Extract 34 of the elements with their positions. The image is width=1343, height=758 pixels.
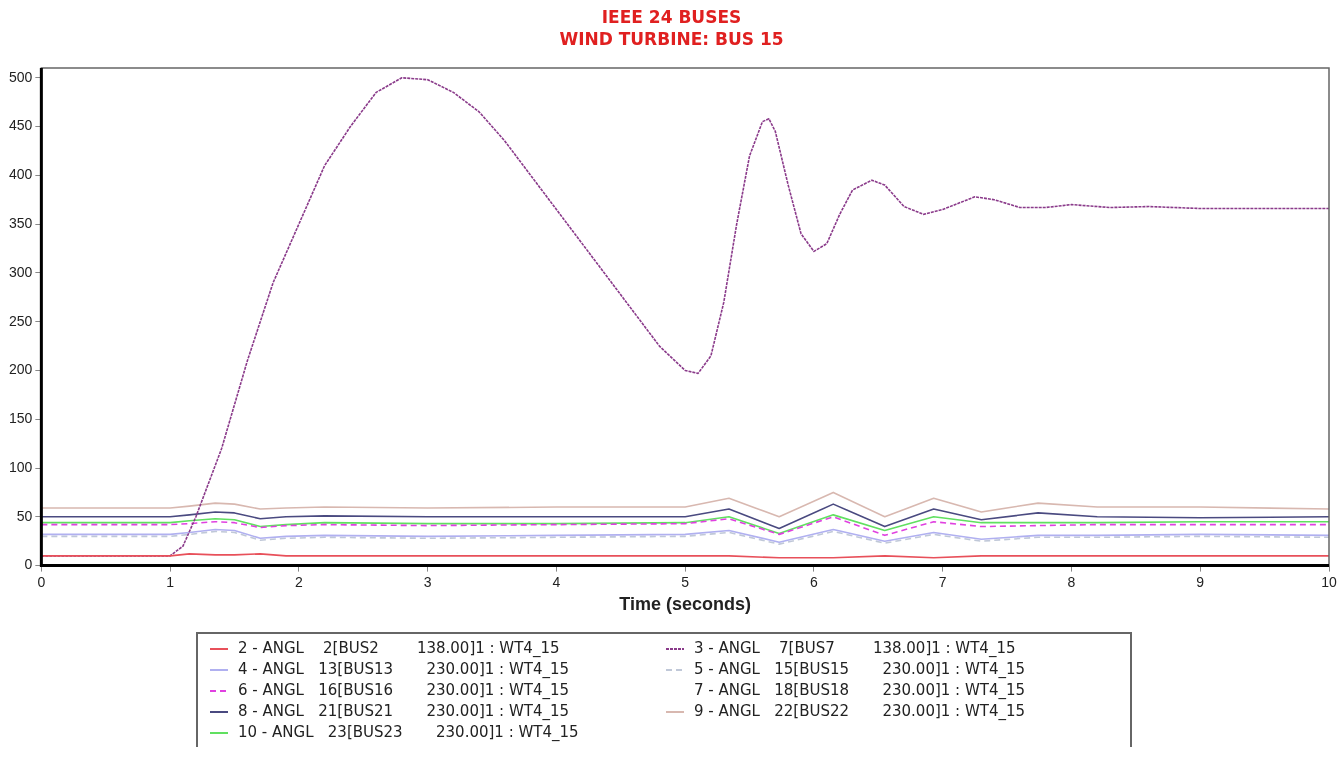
y-tick-label: 0 [24,556,33,573]
legend-label: 10 - ANGL 23[BUS23 230.00]1 : WT4_15 [238,722,579,743]
text: 7 - ANGL 18[BUS18 230.00]1 : WT4_15 [694,680,1026,701]
legend-label: 5 - ANGL 15[BUS15 230.00]1 : WT4_15 [694,659,1026,680]
x-tick-label: 7 [938,573,947,590]
legend-label: 8 - ANGL 21[BUS21 230.00]1 : WT4_15 [238,701,570,722]
x-tick-label: 9 [1196,573,1205,590]
x-tick-label: 3 [423,573,432,590]
y-tick-label: 50 [16,507,33,524]
x-tick-label: 2 [294,573,303,590]
legend-label: 9 - ANGL 22[BUS22 230.00]1 : WT4_15 [694,701,1026,722]
x-tick-label: 6 [810,573,819,590]
legend-label: 2 - ANGL 2[BUS2 138.00]1 : WT4_15 [238,638,560,659]
legend-label: 3 - ANGL 7[BUS7 138.00]1 : WT4_15 [694,638,1016,659]
x-tick-label: 8 [1067,573,1076,590]
x-tick-label: 1 [166,573,175,590]
chart-subtitle: WIND TURBINE: BUS 15 [558,28,785,50]
x-tick-label: 4 [552,573,561,590]
y-tick-label: 350 [9,214,33,231]
y-tick-label: 500 [9,68,33,85]
legend-label: 4 - ANGL 13[BUS13 230.00]1 : WT4_15 [238,659,570,680]
x-tick-label: 10 [1321,573,1337,590]
y-tick-label: 150 [9,410,33,427]
y-tick-label: 300 [9,263,33,280]
y-tick-label: 400 [9,166,33,183]
x-tick-label: 5 [681,573,690,590]
chart-title: IEEE 24 BUSES [600,6,743,28]
legend-label: 6 - ANGL 16[BUS16 230.00]1 : WT4_15 [238,680,570,701]
x-tick-label: 0 [37,573,46,590]
y-tick-label: 200 [9,361,33,378]
y-tick-label: 100 [9,458,33,475]
y-tick-label: 250 [9,312,33,329]
y-tick-label: 450 [9,117,33,134]
x-axis-title: Time (seconds) [619,594,752,615]
